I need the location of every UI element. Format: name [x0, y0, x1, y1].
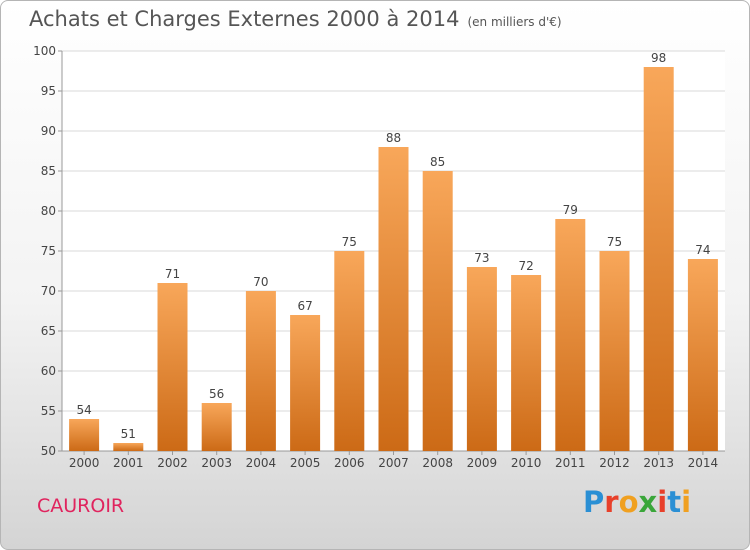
data-label-2011: 79 [563, 203, 578, 217]
data-label-2003: 56 [209, 387, 224, 401]
data-label-2010: 72 [518, 259, 533, 273]
data-label-2005: 67 [297, 299, 312, 313]
x-tick-label-2008: 2008 [422, 456, 453, 470]
logo-letter: i [681, 485, 692, 519]
bar-2009 [466, 267, 497, 451]
chart-title-text: Achats et Charges Externes 2000 à 2014 [29, 7, 460, 31]
data-label-2004: 70 [253, 275, 268, 289]
logo-letter: o [618, 485, 639, 519]
x-tick-label-2000: 2000 [69, 456, 100, 470]
bar-2001 [113, 443, 144, 451]
bar-2007 [378, 147, 409, 451]
y-tick-label: 70 [41, 284, 56, 298]
bar-2011 [555, 219, 586, 451]
x-tick-label-2010: 2010 [511, 456, 542, 470]
bar-2010 [511, 275, 542, 451]
bar-2003 [201, 403, 232, 451]
data-label-2008: 85 [430, 155, 445, 169]
bar-2013 [643, 67, 674, 451]
proxiti-logo: Proxiti [583, 485, 691, 519]
y-tick-label: 75 [41, 244, 56, 258]
commune-name: CAUROIR [37, 495, 125, 517]
chart-title: Achats et Charges Externes 2000 à 2014 (e… [29, 7, 562, 31]
logo-letter: r [604, 485, 619, 519]
x-tick-label-2005: 2005 [290, 456, 321, 470]
logo-letter: i [657, 485, 668, 519]
bar-2005 [290, 315, 321, 451]
logo-letter: x [638, 485, 658, 519]
y-tick-label: 50 [41, 444, 56, 458]
data-label-2009: 73 [474, 251, 489, 265]
x-tick-label-2012: 2012 [599, 456, 630, 470]
bar-2002 [157, 283, 188, 451]
y-tick-label: 80 [41, 204, 56, 218]
data-label-2007: 88 [386, 131, 401, 145]
x-tick-label-2003: 2003 [201, 456, 232, 470]
x-tick-label-2011: 2011 [555, 456, 586, 470]
x-tick-label-2004: 2004 [246, 456, 277, 470]
x-tick-label-2009: 2009 [467, 456, 498, 470]
x-tick-label-2013: 2013 [643, 456, 674, 470]
data-label-2012: 75 [607, 235, 622, 249]
logo-letter: P [583, 485, 605, 519]
y-tick-label: 85 [41, 164, 56, 178]
x-tick-label-2007: 2007 [378, 456, 409, 470]
bar-2000 [69, 419, 100, 451]
data-label-2013: 98 [651, 51, 666, 65]
bar-2014 [687, 259, 718, 451]
y-tick-label: 95 [41, 84, 56, 98]
x-tick-label-2006: 2006 [334, 456, 365, 470]
y-tick-label: 90 [41, 124, 56, 138]
y-tick-label: 60 [41, 364, 56, 378]
bar-2006 [334, 251, 365, 451]
bar-2004 [245, 291, 276, 451]
y-tick-label: 100 [33, 44, 56, 58]
x-tick-label-2014: 2014 [688, 456, 719, 470]
y-tick-label: 65 [41, 324, 56, 338]
data-label-2000: 54 [76, 403, 91, 417]
x-tick-label-2002: 2002 [157, 456, 188, 470]
data-label-2014: 74 [695, 243, 710, 257]
bar-2008 [422, 171, 453, 451]
chart-unit: (en milliers d'€) [467, 15, 562, 29]
data-label-2006: 75 [342, 235, 357, 249]
logo-letter: t [667, 485, 682, 519]
y-tick-label: 55 [41, 404, 56, 418]
x-tick-label-2001: 2001 [113, 456, 144, 470]
data-label-2001: 51 [121, 427, 136, 441]
data-label-2002: 71 [165, 267, 180, 281]
bar-2012 [599, 251, 630, 451]
